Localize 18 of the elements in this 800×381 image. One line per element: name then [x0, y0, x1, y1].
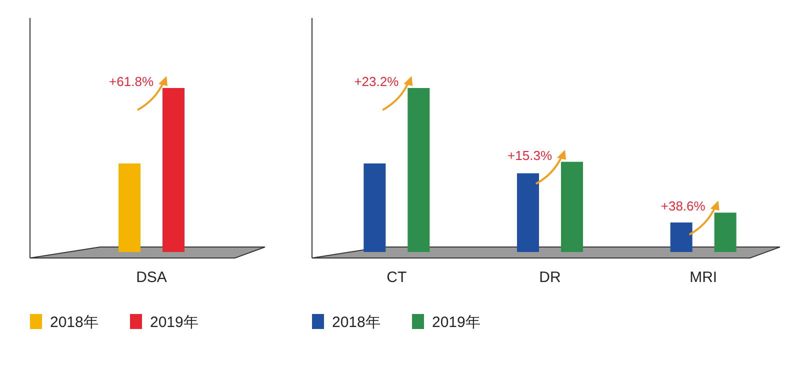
x-tick-label: CT	[386, 269, 407, 286]
bar	[364, 163, 386, 252]
annotation: +23.2%	[354, 74, 400, 89]
annotation: +38.6%	[660, 198, 706, 214]
legend-label: 2019年	[150, 314, 198, 331]
legend-label: 2018年	[50, 314, 98, 331]
legend-label: 2018年	[332, 314, 380, 331]
x-tick-label: DSA	[136, 269, 167, 286]
legend-label: 2019年	[432, 314, 480, 331]
annotation: +15.3%	[508, 148, 552, 163]
x-tick-label: MRI	[690, 269, 718, 286]
bar	[670, 222, 692, 252]
bar	[408, 88, 430, 252]
bar	[517, 173, 539, 252]
bar	[714, 212, 736, 252]
x-tick-label: DR	[539, 269, 561, 286]
bar	[561, 162, 583, 252]
annotation: +61.8%	[109, 74, 154, 89]
